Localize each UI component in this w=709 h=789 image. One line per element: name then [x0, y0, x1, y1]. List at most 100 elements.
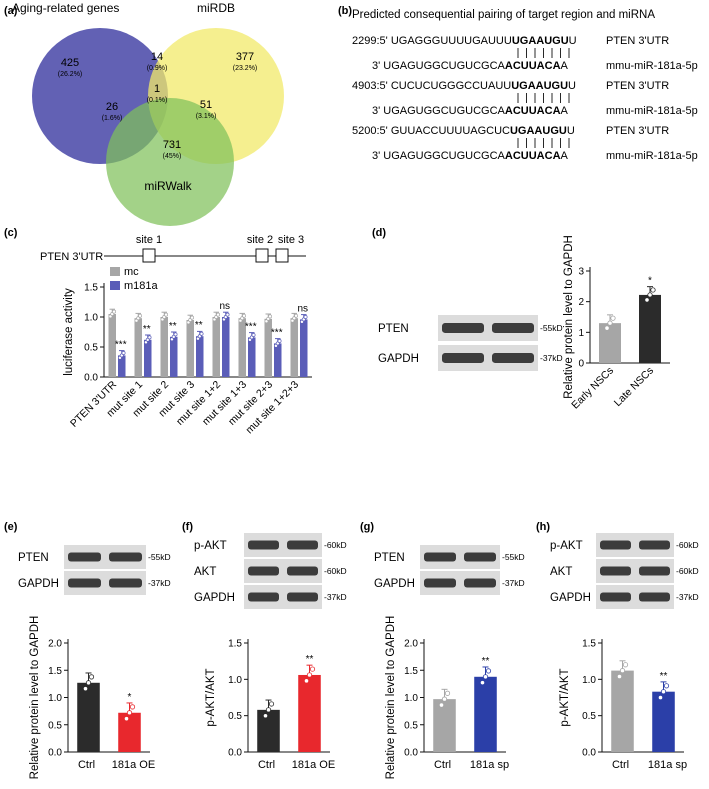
- utr-site-label-3: site 3: [278, 234, 304, 246]
- y-axis-label: p-AKT/AKT: [205, 668, 217, 726]
- venn-pct-bc: (3.1%): [196, 113, 217, 120]
- utr-sequence-row: 2299:5' UGAGGGUUUUGAUUUUGAAUGUU: [352, 35, 577, 47]
- significance-mark: **: [143, 324, 151, 335]
- significance-mark: **: [195, 320, 203, 331]
- venn-count-aging-only: 425: [61, 57, 79, 69]
- data-point: [112, 309, 117, 314]
- venn-circle-mirwalk: [106, 98, 234, 226]
- venn-label-mirdb: miRDB: [197, 1, 235, 15]
- mirna-seed: ACUUACA: [505, 105, 561, 117]
- data-point: [85, 680, 92, 686]
- mirna-seq-pre: 3' UGAGUGGCUGUCGCA: [372, 60, 506, 72]
- blot-band-lane-1: [68, 552, 101, 562]
- western-blot-f: p-AKT -60kD AKT -60kD GAPDH -37kD: [194, 533, 347, 609]
- significance-mark: ***: [245, 321, 257, 332]
- data-point: [485, 668, 492, 674]
- blot-band-lane-1: [424, 552, 456, 562]
- venn-label-mirwalk: miRWalk: [144, 179, 192, 193]
- utr-site-box-2: [255, 248, 269, 263]
- data-point: [262, 713, 269, 719]
- pairing-panel: Predicted consequential pairing of targe…: [352, 9, 698, 162]
- blot-protein-label: p-AKT: [550, 540, 583, 552]
- venn-pct-abc: (0.1%): [147, 97, 168, 104]
- y-axis-label: Relative protein level to GAPDH: [563, 235, 575, 399]
- mirna-seq-pre: 3' UGAGUGGCUGUCGCA: [372, 150, 506, 162]
- blot-protein-label: GAPDH: [550, 592, 591, 604]
- mirna-seq-post: A: [561, 105, 569, 117]
- data-point: [225, 312, 230, 317]
- y-axis-label: Relative protein level to GAPDH: [385, 616, 397, 780]
- legend-swatch-mc: [110, 267, 120, 276]
- legend-label-mc: mc: [124, 266, 139, 278]
- x-tick-label: Ctrl: [78, 759, 95, 771]
- blot-band-lane-1: [68, 578, 101, 588]
- chart-e: 0.0 0.5 1.0 1.5 2.0 Relative protein level to…: [29, 616, 155, 780]
- y-tick-label: 2.0: [48, 639, 62, 650]
- data-point: [164, 312, 168, 317]
- mirna-label: mmu-miR-181a-5p: [606, 150, 698, 162]
- bar-mc: [108, 314, 116, 377]
- data-point: [438, 702, 445, 708]
- blot-size-label: -37kD: [324, 592, 347, 602]
- blot-protein-label: PTEN: [374, 552, 405, 564]
- data-point: [277, 339, 282, 343]
- y-tick-label: 2.0: [404, 639, 418, 650]
- y-tick-label: 0.5: [48, 720, 62, 731]
- blot-protein-label: PTEN: [378, 323, 409, 335]
- y-tick-label: 1.0: [84, 313, 98, 324]
- data-point: [644, 297, 650, 303]
- bar: [257, 709, 280, 752]
- significance-mark: *: [648, 276, 652, 287]
- bar-m181a: [222, 317, 230, 377]
- y-tick-label: 1.5: [84, 283, 98, 294]
- panel-label-h: (h): [536, 521, 550, 533]
- utr-position: 4903:5': [352, 80, 391, 92]
- bar: [118, 712, 141, 752]
- utr-seed: UGAAUGU: [511, 80, 568, 92]
- data-point: [121, 351, 126, 355]
- data-point: [610, 315, 616, 321]
- bar-m181a: [118, 355, 126, 377]
- blot-band-lane-1: [248, 540, 279, 550]
- bar-m181a: [196, 336, 204, 377]
- utr-seed: UGAAUGU: [510, 125, 567, 137]
- blot-band-lane-1: [600, 540, 631, 550]
- utr-seq-post: U: [568, 80, 576, 92]
- bar-mc: [186, 320, 194, 377]
- data-point: [650, 287, 656, 293]
- data-point: [268, 701, 275, 707]
- data-point: [242, 313, 246, 318]
- data-point: [444, 690, 451, 696]
- mirna-seed: ACUUACA: [505, 150, 561, 162]
- venn-label-aging: Aging-related genes: [12, 1, 119, 15]
- blot-band-lane-2: [464, 552, 496, 562]
- bar-m181a: [144, 339, 152, 377]
- venn-pct-mirdb-only: (23.2%): [233, 65, 258, 72]
- western-blot-h: p-AKT -60kD AKT -60kD GAPDH -37kD: [550, 533, 699, 609]
- blot-band-lane-2: [287, 540, 318, 550]
- data-point: [294, 313, 298, 318]
- blot-band-lane-1: [600, 566, 631, 576]
- y-tick-label: 0.5: [582, 711, 596, 722]
- panel-label-a: (a): [4, 5, 18, 17]
- blot-protein-label: GAPDH: [194, 592, 235, 604]
- data-point: [147, 335, 152, 340]
- blot-protein-label: AKT: [550, 566, 572, 578]
- y-tick-label: 0.0: [84, 373, 98, 384]
- blot-band-lane-2: [492, 353, 534, 363]
- mirna-seq-post: A: [561, 60, 569, 72]
- data-point: [441, 696, 448, 702]
- venn-pct-ac: (1.6%): [102, 115, 123, 122]
- y-tick-label: 0.5: [228, 711, 242, 722]
- data-point: [619, 668, 626, 674]
- blot-protein-label: PTEN: [18, 552, 49, 564]
- chart-h: 0.0 0.5 1.0 1.5 p-AKT/AKT Ctrl ** 181a sp: [559, 639, 687, 772]
- significance-mark: ***: [115, 339, 127, 350]
- x-tick-label: Ctrl: [258, 759, 275, 771]
- blot-size-label: -37kD: [676, 592, 699, 602]
- utr-site-box-3: [275, 248, 289, 263]
- data-point: [657, 694, 664, 701]
- legend-label-m181a: m181a: [124, 280, 159, 292]
